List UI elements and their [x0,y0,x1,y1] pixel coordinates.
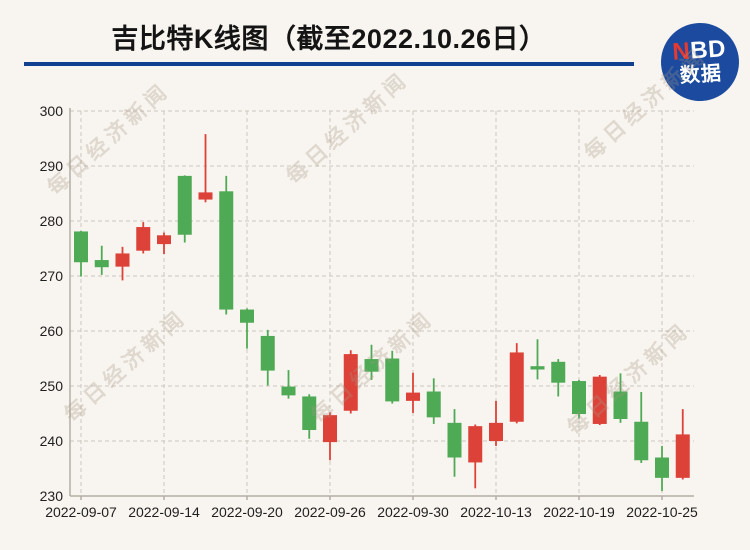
svg-text:2022-09-14: 2022-09-14 [128,504,200,520]
svg-text:2022-09-30: 2022-09-30 [377,504,449,520]
candle-2022-09-30 [406,372,420,413]
candle-2022-09-08 [94,245,109,275]
candle-2022-09-27 [343,350,358,414]
candle-2022-10-14 [509,343,524,424]
svg-text:2022-10-19: 2022-10-19 [543,504,615,520]
gridlines [70,110,694,496]
svg-text:260: 260 [40,323,64,339]
candle-2022-09-26 [323,412,337,461]
candle-2022-10-20 [592,375,607,426]
candle-2022-10-25 [655,445,669,492]
candle-2022-09-14 [157,232,171,254]
svg-text:2022-10-25: 2022-10-25 [626,504,698,520]
candle-2022-10-24 [634,392,649,463]
axes [69,108,694,500]
svg-text:250: 250 [40,378,64,394]
candles [74,134,690,492]
candle-2022-09-21 [260,329,275,386]
svg-text:2022-09-26: 2022-09-26 [294,504,366,520]
svg-text:230: 230 [40,488,64,504]
candle-2022-10-11 [447,409,462,477]
candle-2022-10-10 [426,378,441,424]
title-underline [24,62,634,66]
candle-2022-09-29 [385,350,400,404]
candle-2022-09-16 [198,134,213,203]
candle-2022-09-28 [364,344,379,380]
candle-2022-10-17 [530,339,545,380]
candle-2022-10-13 [489,400,503,446]
candle-2022-09-19 [219,175,234,315]
candle-2022-10-18 [551,359,566,397]
candle-2022-10-12 [468,424,483,489]
page-title: 吉比特K线图（截至2022.10.26日） [111,24,547,54]
candle-2022-10-21 [613,373,628,423]
candle-2022-10-19 [572,379,586,419]
svg-text:270: 270 [40,268,64,284]
svg-text:240: 240 [40,433,64,449]
candle-2022-09-15 [177,175,192,243]
candle-2022-09-22 [281,370,296,399]
candle-2022-09-13 [136,222,151,254]
svg-text:290: 290 [40,158,64,174]
svg-text:2022-09-07: 2022-09-07 [45,504,117,520]
axis-labels: 2022-09-07 2022-09-14 2022-09-20 2022-09-26… [40,103,698,520]
svg-text:2022-09-20: 2022-09-20 [211,504,283,520]
svg-text:2022-10-13: 2022-10-13 [460,504,532,520]
svg-text:280: 280 [40,213,64,229]
candle-2022-09-20 [240,308,254,349]
candle-2022-09-23 [302,394,317,439]
candle-2022-09-07 [74,230,88,277]
candle-2022-09-09 [115,246,130,281]
svg-text:300: 300 [40,103,64,119]
candle-2022-10-26 [675,409,690,480]
